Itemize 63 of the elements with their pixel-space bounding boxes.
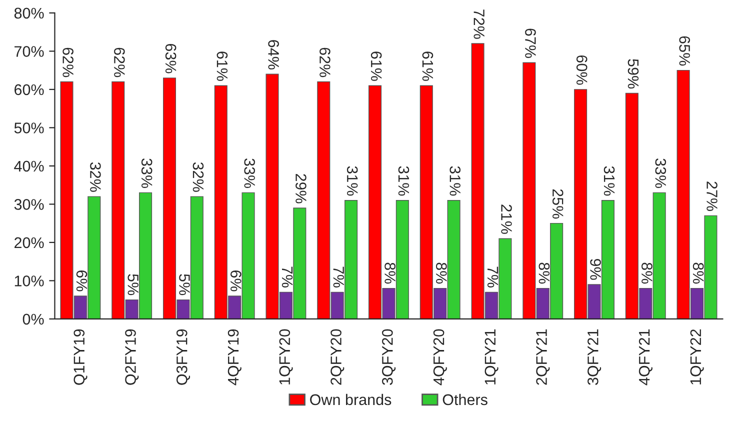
- y-tick-label: 80%: [14, 8, 44, 19]
- x-tick-label: 4QFY20: [433, 329, 447, 386]
- data-label: 62%: [62, 48, 74, 78]
- x-tick-label: 1QFY20: [279, 329, 293, 384]
- data-label: 61%: [370, 52, 382, 81]
- data-label: 6%: [230, 270, 242, 292]
- y-tick-label: 50%: [14, 122, 44, 134]
- x-tick-label: Q2FY19: [125, 329, 139, 385]
- data-label: 9%: [590, 258, 601, 280]
- y-tick-label: 70%: [14, 46, 44, 57]
- data-label: 62%: [320, 48, 330, 78]
- data-label: 7%: [282, 266, 293, 288]
- data-label: 62%: [114, 48, 125, 78]
- data-label: 6%: [76, 270, 88, 292]
- data-label: 61%: [216, 52, 228, 81]
- data-label: 8%: [692, 262, 704, 284]
- data-label: 21%: [501, 204, 512, 234]
- y-tick-label: 60%: [14, 84, 44, 96]
- data-label: 65%: [679, 36, 690, 66]
- legend-label: Others: [442, 394, 488, 406]
- data-label: 5%: [128, 274, 138, 296]
- data-label: 31%: [450, 166, 461, 196]
- data-label: 33%: [655, 158, 666, 188]
- data-label: 29%: [296, 174, 306, 204]
- data-label: 64%: [268, 40, 279, 70]
- data-label: 59%: [628, 59, 639, 89]
- data-label: 33%: [141, 158, 152, 188]
- data-label: 63%: [165, 44, 176, 74]
- y-tick-label: 10%: [14, 276, 44, 286]
- x-tick-label: 3QFY21: [588, 329, 602, 385]
- y-tick-label: 30%: [14, 199, 44, 210]
- legend-label: Own brands: [310, 394, 392, 406]
- x-tick-label: 1QFY22: [690, 329, 704, 384]
- data-label: 7%: [333, 266, 344, 288]
- x-tick-label: 3QFY20: [382, 329, 396, 385]
- data-label: 7%: [487, 266, 498, 288]
- data-label: 72%: [474, 10, 484, 39]
- data-label: 31%: [346, 166, 358, 196]
- data-label: 8%: [538, 262, 550, 284]
- data-label: 8%: [436, 262, 447, 284]
- data-label: 25%: [552, 189, 564, 219]
- x-tick-label: 4QFY19: [228, 329, 242, 386]
- data-label: 8%: [642, 262, 652, 284]
- x-tick-label: 1QFY21: [484, 329, 498, 384]
- x-tick-label: Q1FY19: [74, 329, 88, 385]
- y-tick-label: 40%: [14, 160, 44, 172]
- data-label: 32%: [192, 162, 204, 192]
- x-tick-label: 2QFY21: [536, 329, 550, 385]
- x-tick-label: Q3FY19: [176, 329, 190, 385]
- data-label: 31%: [604, 166, 615, 196]
- x-tick-label: 4QFY21: [638, 329, 652, 386]
- x-tick-label: 2QFY20: [330, 329, 344, 385]
- data-label: 61%: [422, 52, 434, 81]
- data-label: 8%: [384, 262, 396, 284]
- data-label: 33%: [244, 158, 255, 188]
- data-label: 27%: [706, 182, 718, 211]
- data-label: 32%: [90, 162, 101, 192]
- data-label: 31%: [398, 166, 410, 196]
- y-tick-label: 0%: [22, 314, 44, 325]
- data-label: 60%: [576, 55, 588, 85]
- data-label: 5%: [179, 274, 190, 296]
- y-tick-label: 20%: [14, 237, 44, 248]
- data-label: 67%: [525, 28, 536, 58]
